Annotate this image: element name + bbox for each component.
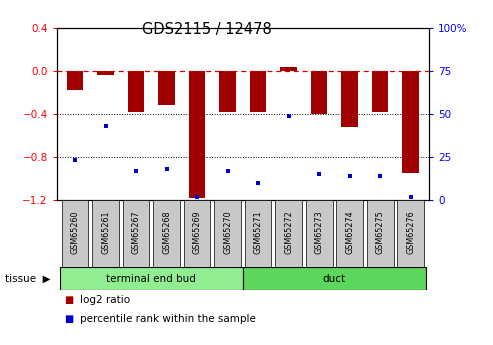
Bar bbox=[243, 267, 426, 290]
Point bbox=[376, 173, 384, 179]
Bar bbox=[183, 200, 211, 267]
Bar bbox=[62, 200, 88, 267]
Bar bbox=[245, 200, 272, 267]
Bar bbox=[336, 200, 363, 267]
Bar bbox=[372, 71, 388, 112]
Point bbox=[346, 173, 353, 179]
Text: log2 ratio: log2 ratio bbox=[80, 295, 130, 305]
Point bbox=[224, 168, 232, 174]
Bar bbox=[367, 200, 393, 267]
Point bbox=[315, 171, 323, 177]
Point bbox=[407, 194, 415, 199]
Bar bbox=[306, 200, 332, 267]
Bar bbox=[311, 71, 327, 114]
Text: ■: ■ bbox=[64, 314, 73, 324]
Point bbox=[193, 194, 201, 199]
Bar bbox=[341, 71, 358, 127]
Bar bbox=[60, 267, 243, 290]
Point bbox=[132, 168, 140, 174]
Text: GSM65260: GSM65260 bbox=[70, 211, 79, 254]
Text: GSM65274: GSM65274 bbox=[345, 210, 354, 254]
Text: GSM65267: GSM65267 bbox=[132, 210, 141, 254]
Bar bbox=[397, 200, 424, 267]
Text: GSM65273: GSM65273 bbox=[315, 210, 323, 254]
Bar bbox=[219, 71, 236, 112]
Bar bbox=[128, 71, 144, 112]
Text: GSM65270: GSM65270 bbox=[223, 210, 232, 254]
Point bbox=[102, 123, 109, 129]
Bar bbox=[249, 71, 266, 112]
Text: percentile rank within the sample: percentile rank within the sample bbox=[80, 314, 256, 324]
Text: duct: duct bbox=[323, 274, 346, 284]
Bar bbox=[67, 71, 83, 90]
Bar bbox=[189, 71, 206, 198]
Bar bbox=[214, 200, 241, 267]
Text: GSM65261: GSM65261 bbox=[101, 211, 110, 254]
Bar bbox=[280, 68, 297, 71]
Bar bbox=[123, 200, 149, 267]
Text: GDS2115 / 12478: GDS2115 / 12478 bbox=[142, 22, 272, 37]
Bar bbox=[153, 200, 180, 267]
Text: tissue  ▶: tissue ▶ bbox=[5, 274, 51, 284]
Text: ■: ■ bbox=[64, 295, 73, 305]
Text: GSM65276: GSM65276 bbox=[406, 210, 415, 254]
Bar bbox=[158, 71, 175, 105]
Point bbox=[163, 166, 171, 172]
Text: GSM65269: GSM65269 bbox=[193, 210, 202, 254]
Bar bbox=[275, 200, 302, 267]
Text: terminal end bud: terminal end bud bbox=[106, 274, 196, 284]
Bar bbox=[97, 71, 114, 75]
Bar bbox=[92, 200, 119, 267]
Text: GSM65272: GSM65272 bbox=[284, 210, 293, 254]
Text: GSM65275: GSM65275 bbox=[376, 210, 385, 254]
Text: GSM65268: GSM65268 bbox=[162, 211, 171, 254]
Point bbox=[284, 113, 292, 118]
Text: GSM65271: GSM65271 bbox=[253, 210, 263, 254]
Bar bbox=[402, 71, 419, 173]
Point bbox=[254, 180, 262, 186]
Point bbox=[71, 158, 79, 163]
